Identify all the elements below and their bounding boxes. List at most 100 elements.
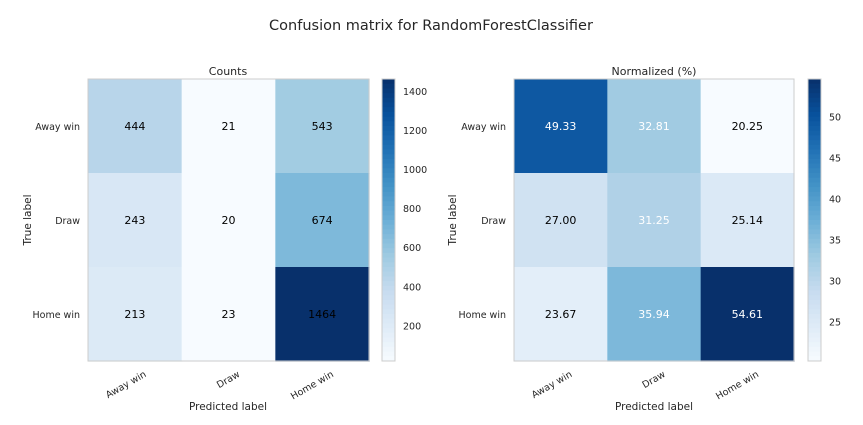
normalized-colorbar-segment: [808, 299, 821, 306]
counts-colorbar-segment: [382, 252, 395, 259]
normalized-colorbar-segment: [808, 154, 821, 160]
counts-colorbar-segment: [382, 295, 395, 301]
normalized-colorbar-segment: [808, 262, 821, 268]
normalized-colorbar-segment: [808, 126, 821, 132]
normalized-colorbar-segment: [808, 328, 821, 334]
normalized-colorbar-segment: [808, 238, 821, 244]
counts-colorbar-segment: [382, 290, 395, 296]
counts-panel: Counts 444 21 543 243 20 674 213 23 1464 Away wi…: [22, 65, 427, 413]
normalized-colorbar-segment: [808, 144, 821, 150]
counts-colorbar-segment: [382, 285, 395, 291]
normalized-colorbar-frame: [807, 78, 822, 362]
counts-colorbar-segment: [382, 346, 395, 353]
counts-colorbar-segment: [382, 149, 395, 155]
counts-x-tick-label: Draw: [215, 369, 242, 391]
counts-x-tick-label: Away win: [104, 369, 148, 401]
counts-cell-away-win-draw: [181, 79, 276, 174]
counts-heatmap-cells: 444 21 543 243 20 674 213 23 1464: [88, 79, 370, 362]
counts-colorbar-frame: [381, 78, 396, 362]
counts-colorbar-tick-label: 1000: [403, 165, 427, 176]
normalized-colorbar-segment: [808, 318, 821, 324]
counts-y-tick-labels: Away win Draw Home win: [32, 122, 80, 321]
normalized-colorbar-segment: [808, 97, 821, 103]
normalized-colorbar-segment: [808, 191, 821, 197]
counts-cell-value-label: 674: [312, 214, 333, 227]
normalized-colorbar-segment: [808, 79, 821, 85]
normalized-cell-value-label: 27.00: [545, 214, 577, 227]
normalized-colorbar-segment: [808, 88, 821, 94]
normalized-colorbar-segment: [808, 116, 821, 122]
normalized-colorbar-tick-label: 25: [829, 318, 841, 329]
counts-colorbar-segment: [382, 243, 395, 249]
normalized-colorbar-segment: [808, 351, 821, 357]
counts-colorbar-segment: [382, 309, 395, 315]
counts-colorbar-segment: [382, 229, 395, 235]
counts-colorbar-segment: [382, 276, 395, 282]
counts-cell-draw-home-win: [275, 173, 370, 268]
normalized-colorbar-tick-label: 40: [829, 194, 841, 205]
counts-cell-home-win-draw: [181, 267, 276, 362]
normalized-colorbar-segment: [808, 290, 821, 296]
counts-colorbar-segment: [382, 299, 395, 306]
normalized-colorbar-segment: [808, 234, 821, 240]
counts-colorbar-segment: [382, 196, 395, 202]
normalized-colorbar-segment: [808, 121, 821, 127]
normalized-colorbar-segment: [808, 107, 821, 113]
normalized-colorbar-segment: [808, 140, 821, 146]
normalized-colorbar-segment: [808, 295, 821, 301]
normalized-cell-draw-home-win: [700, 173, 795, 268]
counts-cell-value-label: 543: [312, 120, 333, 133]
counts-colorbar-segment: [382, 215, 395, 221]
normalized-colorbar-segment: [808, 168, 821, 174]
normalized-colorbar-segment: [808, 220, 821, 226]
normalized-colorbar-tick-label: 30: [829, 276, 841, 287]
counts-colorbar-segment: [382, 304, 395, 310]
normalized-colorbar-tick-label: 50: [829, 112, 841, 123]
counts-colorbar-segment: [382, 332, 395, 338]
counts-colorbar-segment: [382, 205, 395, 212]
counts-colorbar-segment: [382, 126, 395, 132]
normalized-colorbar-segment: [808, 267, 821, 273]
normalized-colorbar-segment: [808, 285, 821, 291]
normalized-heatmap-cells: 49.33 32.81 20.25 27.00 31.25 25.14 23.67 35.94…: [514, 79, 795, 362]
counts-colorbar-segment: [382, 97, 395, 103]
counts-colorbar-tick-label: 1400: [403, 87, 427, 98]
counts-x-tick-label: Home win: [289, 369, 336, 402]
counts-colorbar-segment: [382, 220, 395, 226]
counts-colorbar-segment: [382, 314, 395, 320]
normalized-cell-value-label: 31.25: [638, 214, 670, 227]
counts-panel-title: Counts: [209, 65, 248, 78]
counts-colorbar-segment: [382, 130, 395, 136]
normalized-colorbar-segment: [808, 271, 821, 277]
normalized-colorbar-segment: [808, 224, 821, 230]
normalized-cell-value-label: 35.94: [638, 308, 670, 321]
normalized-cell-home-win-home-win: [700, 267, 795, 362]
counts-y-axis-label: True label: [22, 194, 34, 246]
counts-colorbar-segment: [382, 144, 395, 150]
normalized-colorbar-segment: [808, 135, 821, 141]
counts-cell-value-label: 20: [222, 214, 236, 227]
normalized-cell-away-win-draw: [607, 79, 702, 174]
normalized-heatmap-frame: [513, 78, 795, 362]
normalized-y-tick-label: Draw: [481, 216, 506, 227]
counts-y-tick-label: Draw: [55, 216, 80, 227]
counts-colorbar-segment: [382, 83, 395, 89]
normalized-colorbar-segment: [808, 304, 821, 310]
counts-colorbar-segment: [382, 173, 395, 179]
counts-cell-value-label: 444: [124, 120, 145, 133]
normalized-colorbar-segment: [808, 342, 821, 348]
counts-cell-away-win-home-win: [275, 79, 370, 174]
normalized-colorbar-segment: [808, 201, 821, 207]
normalized-colorbar-segment: [808, 332, 821, 338]
counts-colorbar-segment: [382, 191, 395, 197]
counts-cell-away-win-away-win: [88, 79, 183, 174]
counts-colorbar-segment: [382, 88, 395, 94]
normalized-cell-value-label: 54.61: [732, 308, 764, 321]
counts-cell-draw-draw: [181, 173, 276, 268]
normalized-colorbar-segment: [808, 182, 821, 188]
counts-colorbar-segment: [382, 163, 395, 169]
normalized-colorbar-tick-label: 45: [829, 153, 841, 164]
counts-colorbar-segment: [382, 238, 395, 244]
counts-colorbar-segment: [382, 107, 395, 113]
normalized-colorbar-segment: [808, 111, 821, 118]
